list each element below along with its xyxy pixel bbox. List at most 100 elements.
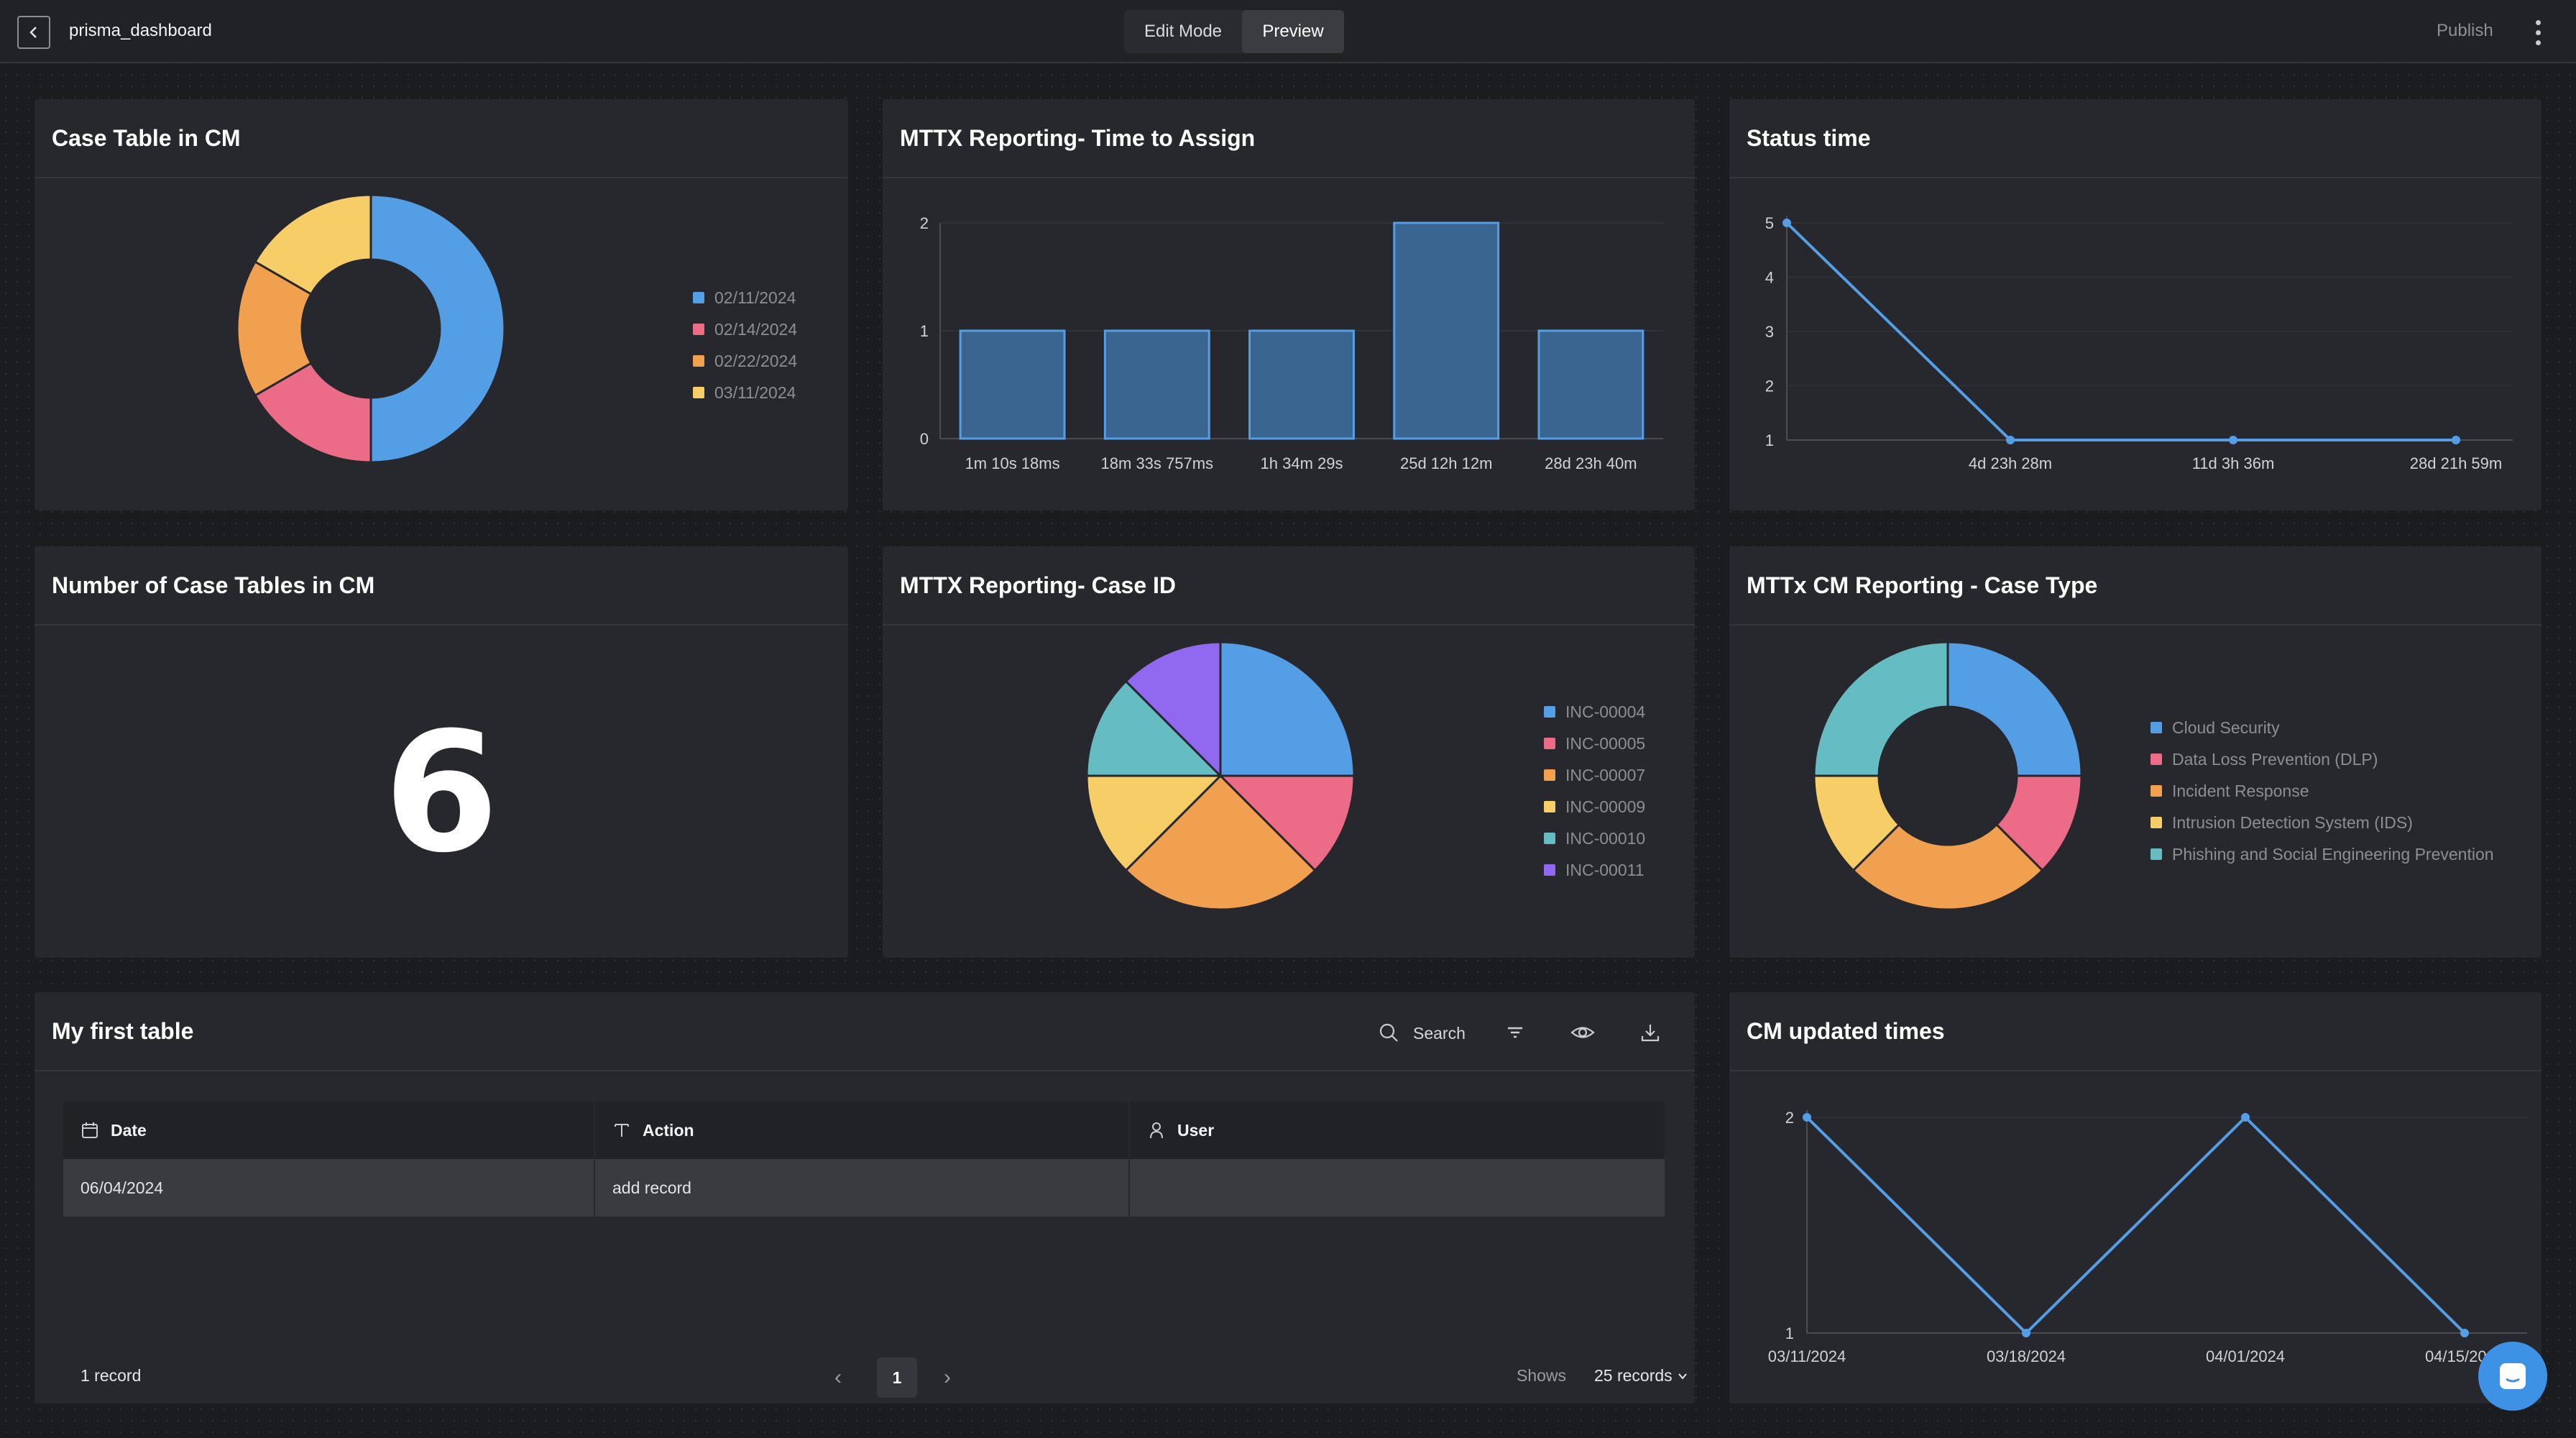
pie-slice[interactable] bbox=[253, 193, 372, 296]
bar[interactable] bbox=[1248, 329, 1355, 440]
pie-slice[interactable] bbox=[1124, 774, 1317, 911]
eye-icon[interactable] bbox=[1567, 1017, 1598, 1048]
y-tick-label: 1 bbox=[1785, 1324, 1794, 1342]
legend-label: 02/11/2024 bbox=[714, 288, 796, 307]
publish-button[interactable]: Publish bbox=[2437, 21, 2493, 40]
data-point[interactable] bbox=[2006, 436, 2015, 444]
pie-slice[interactable] bbox=[1085, 679, 1223, 777]
legend-item[interactable]: Phishing and Social Engineering Preventi… bbox=[2150, 838, 2494, 870]
chat-bubble-icon[interactable] bbox=[2478, 1342, 2547, 1411]
data-point[interactable] bbox=[2022, 1329, 2030, 1337]
status-time-line-chart: 1 2 3 4 5 4d 23h 28m 11d 3h 36m 28d 21h 59m bbox=[1765, 214, 2513, 472]
legend-swatch bbox=[693, 324, 704, 335]
x-tick-label: 28d 23h 40m bbox=[1545, 454, 1637, 472]
legend-item[interactable]: Cloud Security bbox=[2150, 712, 2494, 743]
y-tick-label: 2 bbox=[1765, 377, 1774, 395]
legend-label: Phishing and Social Engineering Preventi… bbox=[2172, 844, 2494, 864]
bar[interactable] bbox=[1537, 329, 1644, 440]
legend-item[interactable]: Data Loss Prevention (DLP) bbox=[2150, 743, 2494, 775]
my-first-table-widget: My first table Search Date Action User bbox=[34, 992, 1695, 1403]
pie-slice[interactable] bbox=[1852, 823, 2044, 911]
edit-mode-button[interactable]: Edit Mode bbox=[1144, 22, 1223, 41]
table-cell: 06/04/2024 bbox=[63, 1159, 595, 1217]
data-table: Date Action User 06/04/2024 add record bbox=[63, 1102, 1665, 1217]
legend-item[interactable]: Incident Response bbox=[2150, 775, 2494, 807]
pie-slice[interactable] bbox=[369, 193, 506, 464]
prev-page-button[interactable]: ‹ bbox=[834, 1365, 842, 1389]
y-tick-label: 4 bbox=[1765, 269, 1774, 287]
table-row[interactable]: 06/04/2024 add record bbox=[63, 1159, 1665, 1217]
x-tick-label: 1h 34m 29s bbox=[1261, 454, 1343, 472]
preview-button[interactable]: Preview bbox=[1242, 10, 1344, 53]
pie-slice[interactable] bbox=[1124, 641, 1222, 779]
data-point[interactable] bbox=[2241, 1113, 2250, 1122]
legend-item[interactable]: INC-00009 bbox=[1544, 791, 1645, 823]
pie-slice[interactable] bbox=[236, 260, 313, 398]
legend-label: INC-00005 bbox=[1565, 733, 1646, 753]
records-per-page-value: 25 records bbox=[1594, 1366, 1673, 1385]
download-icon[interactable] bbox=[1634, 1017, 1666, 1048]
legend-item[interactable]: INC-00005 bbox=[1544, 728, 1645, 759]
legend-item[interactable]: 02/11/2024 bbox=[693, 282, 797, 313]
legend-item[interactable]: INC-00011 bbox=[1544, 854, 1645, 886]
legend-label: INC-00004 bbox=[1565, 702, 1646, 721]
legend-item[interactable]: 03/11/2024 bbox=[693, 377, 797, 408]
data-point[interactable] bbox=[1803, 1113, 1811, 1122]
data-point[interactable] bbox=[1782, 219, 1791, 227]
column-header-action[interactable]: Action bbox=[595, 1102, 1130, 1159]
pie-slice[interactable] bbox=[1813, 641, 1949, 777]
bar[interactable] bbox=[959, 329, 1066, 440]
data-point[interactable] bbox=[2452, 436, 2460, 444]
pie-slice[interactable] bbox=[1219, 641, 1356, 777]
shows-label: Shows bbox=[1517, 1366, 1567, 1385]
legend-item[interactable]: INC-00007 bbox=[1544, 759, 1645, 791]
legend-item[interactable]: 02/22/2024 bbox=[693, 345, 797, 377]
widget-title: MTTx CM Reporting - Case Type bbox=[1729, 546, 2542, 626]
x-tick-label: 25d 12h 12m bbox=[1400, 454, 1492, 472]
bar[interactable] bbox=[1103, 329, 1210, 440]
column-header-user[interactable]: User bbox=[1130, 1102, 1665, 1159]
next-page-button[interactable]: › bbox=[944, 1365, 951, 1389]
column-label: Action bbox=[643, 1120, 694, 1140]
column-label: User bbox=[1177, 1120, 1215, 1140]
page-number-button[interactable]: 1 bbox=[877, 1357, 917, 1398]
legend-label: INC-00009 bbox=[1565, 797, 1646, 816]
legend-swatch bbox=[1544, 706, 1555, 718]
legend-swatch bbox=[2150, 785, 2162, 797]
legend-swatch bbox=[2150, 817, 2162, 828]
x-tick-label: 28d 21h 59m bbox=[2410, 454, 2502, 472]
data-point[interactable] bbox=[2460, 1329, 2469, 1337]
search-label[interactable]: Search bbox=[1413, 1024, 1466, 1043]
legend-swatch bbox=[1544, 801, 1555, 812]
chart-legend: 02/11/2024 02/14/2024 02/22/2024 03/11/2024 bbox=[693, 282, 797, 408]
legend-swatch bbox=[693, 355, 704, 367]
chevron-left-icon bbox=[29, 27, 37, 38]
pie-slice[interactable] bbox=[1085, 774, 1223, 872]
bar[interactable] bbox=[1393, 221, 1500, 440]
search-icon[interactable] bbox=[1373, 1017, 1404, 1048]
records-per-page-select[interactable]: 25 records bbox=[1594, 1366, 1688, 1386]
widget-title: Case Table in CM bbox=[34, 99, 848, 178]
pie-slice[interactable] bbox=[253, 361, 372, 464]
table-cell bbox=[1130, 1159, 1665, 1217]
x-tick-label: 11d 3h 36m bbox=[2192, 454, 2275, 472]
pie-slice[interactable] bbox=[1946, 641, 2083, 777]
legend-item[interactable]: 02/14/2024 bbox=[693, 313, 797, 345]
legend-item[interactable]: INC-00004 bbox=[1544, 696, 1645, 728]
legend-swatch bbox=[1544, 769, 1555, 781]
legend-item[interactable]: Intrusion Detection System (IDS) bbox=[2150, 807, 2494, 838]
data-point[interactable] bbox=[2229, 436, 2237, 444]
series-line bbox=[1806, 1115, 2466, 1335]
chart-legend: INC-00004 INC-00005 INC-00007 INC-00009 INC-… bbox=[1544, 696, 1645, 886]
y-tick-label: 3 bbox=[1765, 323, 1774, 341]
legend-swatch bbox=[1544, 833, 1555, 844]
series-line bbox=[1785, 221, 2456, 441]
back-button[interactable] bbox=[17, 16, 50, 49]
legend-label: Cloud Security bbox=[2172, 718, 2280, 737]
column-header-date[interactable]: Date bbox=[63, 1102, 595, 1159]
pie-slice[interactable] bbox=[1218, 774, 1356, 872]
kebab-menu-icon[interactable] bbox=[2527, 16, 2549, 49]
legend-item[interactable]: INC-00010 bbox=[1544, 823, 1645, 854]
filter-icon[interactable] bbox=[1499, 1017, 1531, 1048]
